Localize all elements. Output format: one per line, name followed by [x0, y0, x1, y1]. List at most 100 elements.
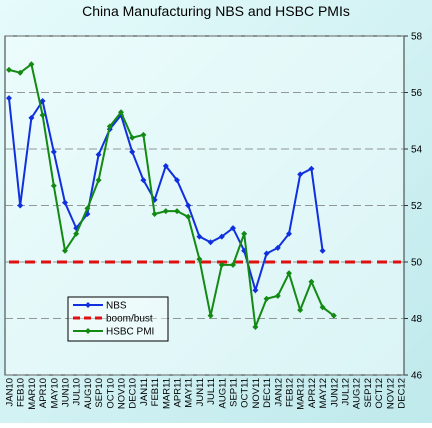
x-tick-label: SEP10 — [94, 378, 105, 408]
marker — [185, 202, 192, 209]
x-tick-label: JUN11 — [195, 378, 206, 406]
x-tick-label: OCT12 — [374, 378, 385, 409]
marker — [151, 210, 158, 217]
marker — [196, 233, 203, 240]
marker — [17, 69, 24, 76]
x-tick-label: OCT10 — [105, 378, 116, 409]
x-tick-label: FEB10 — [16, 378, 27, 407]
marker — [129, 134, 136, 141]
x-tick-label: AUG12 — [352, 378, 363, 409]
x-tick-label: JUN10 — [61, 378, 72, 407]
marker — [297, 171, 304, 178]
y-tick-label: 54 — [411, 145, 423, 156]
x-tick-label: MAY12 — [318, 378, 329, 408]
x-tick-label: MAR10 — [27, 378, 38, 410]
marker — [218, 261, 225, 268]
series-line — [8, 62, 335, 328]
x-tick-label: OCT11 — [240, 378, 251, 408]
marker — [62, 199, 68, 206]
marker — [95, 177, 102, 184]
x-tick-label: SEP12 — [363, 378, 374, 408]
marker — [185, 213, 192, 220]
marker — [286, 230, 292, 237]
marker — [17, 202, 24, 209]
legend-label: HSBC PMI — [106, 327, 154, 338]
marker — [274, 292, 281, 299]
x-tick-label: JAN11 — [139, 378, 150, 406]
marker — [162, 162, 169, 169]
marker — [297, 307, 304, 314]
x-tick-label: FEB11 — [150, 378, 161, 406]
marker — [174, 208, 180, 215]
x-tick-label: MAY10 — [49, 378, 60, 408]
x-tick-label: APR10 — [38, 378, 49, 408]
chart-title: China Manufacturing NBS and HSBC PMIs — [82, 3, 350, 19]
marker — [50, 148, 57, 155]
marker — [263, 295, 270, 302]
marker — [207, 312, 214, 319]
marker — [6, 66, 12, 73]
marker — [230, 261, 236, 268]
legend-marker — [85, 328, 91, 334]
x-tick-label: MAR11 — [161, 378, 172, 409]
x-tick-label: JAN10 — [5, 378, 16, 407]
x-tick-label: DEC10 — [128, 378, 139, 409]
marker — [62, 247, 68, 254]
marker — [207, 239, 214, 246]
marker — [140, 131, 147, 138]
y-tick-label: 56 — [411, 88, 423, 99]
x-tick-label: DEC12 — [397, 378, 408, 409]
x-tick-label: JUL11 — [206, 378, 217, 405]
marker — [274, 244, 281, 251]
marker — [319, 304, 326, 311]
marker — [263, 250, 270, 257]
marker — [73, 230, 80, 237]
marker — [106, 123, 113, 130]
x-tick-label: SEP11 — [229, 378, 240, 407]
marker — [39, 112, 46, 119]
marker — [140, 177, 147, 184]
marker — [308, 278, 315, 285]
x-tick-label: NOV11 — [251, 378, 262, 408]
marker — [230, 225, 236, 232]
x-tick-label: JUL10 — [72, 378, 83, 405]
x-tick-label: NOV12 — [385, 378, 396, 409]
legend-marker — [85, 302, 91, 308]
marker — [308, 165, 315, 172]
x-tick-label: FEB12 — [285, 378, 296, 407]
y-tick-label: 52 — [411, 201, 423, 212]
marker — [241, 230, 248, 237]
marker — [252, 323, 259, 330]
marker — [95, 151, 102, 158]
marker — [28, 61, 35, 68]
x-tick-label: JUL12 — [341, 378, 352, 405]
x-tick-label: AUG11 — [217, 378, 228, 408]
marker — [252, 287, 259, 294]
x-tick-label: APR11 — [173, 378, 184, 407]
x-tick-label: DEC11 — [262, 378, 273, 408]
marker — [118, 109, 124, 116]
marker — [28, 114, 35, 121]
x-tick-label: AUG10 — [83, 378, 94, 409]
marker — [84, 205, 91, 212]
x-tick-label: NOV10 — [117, 378, 128, 409]
marker — [174, 177, 180, 184]
x-tick-label: MAY11 — [184, 378, 195, 408]
legend-label: boom/bust — [106, 314, 153, 325]
marker — [39, 97, 46, 104]
x-tick-label: JUN12 — [329, 378, 340, 407]
marker — [196, 256, 203, 263]
x-tick-label: APR12 — [307, 378, 318, 408]
marker — [286, 270, 292, 277]
y-tick-label: 46 — [411, 371, 423, 382]
legend-label: NBS — [106, 301, 127, 312]
marker — [6, 95, 12, 102]
marker — [162, 208, 169, 215]
x-tick-label: JAN12 — [273, 378, 284, 407]
marker — [218, 233, 225, 240]
x-tick-label: MAR12 — [296, 378, 307, 410]
marker — [319, 247, 326, 254]
y-tick-label: 50 — [411, 258, 423, 269]
marker — [330, 312, 337, 319]
